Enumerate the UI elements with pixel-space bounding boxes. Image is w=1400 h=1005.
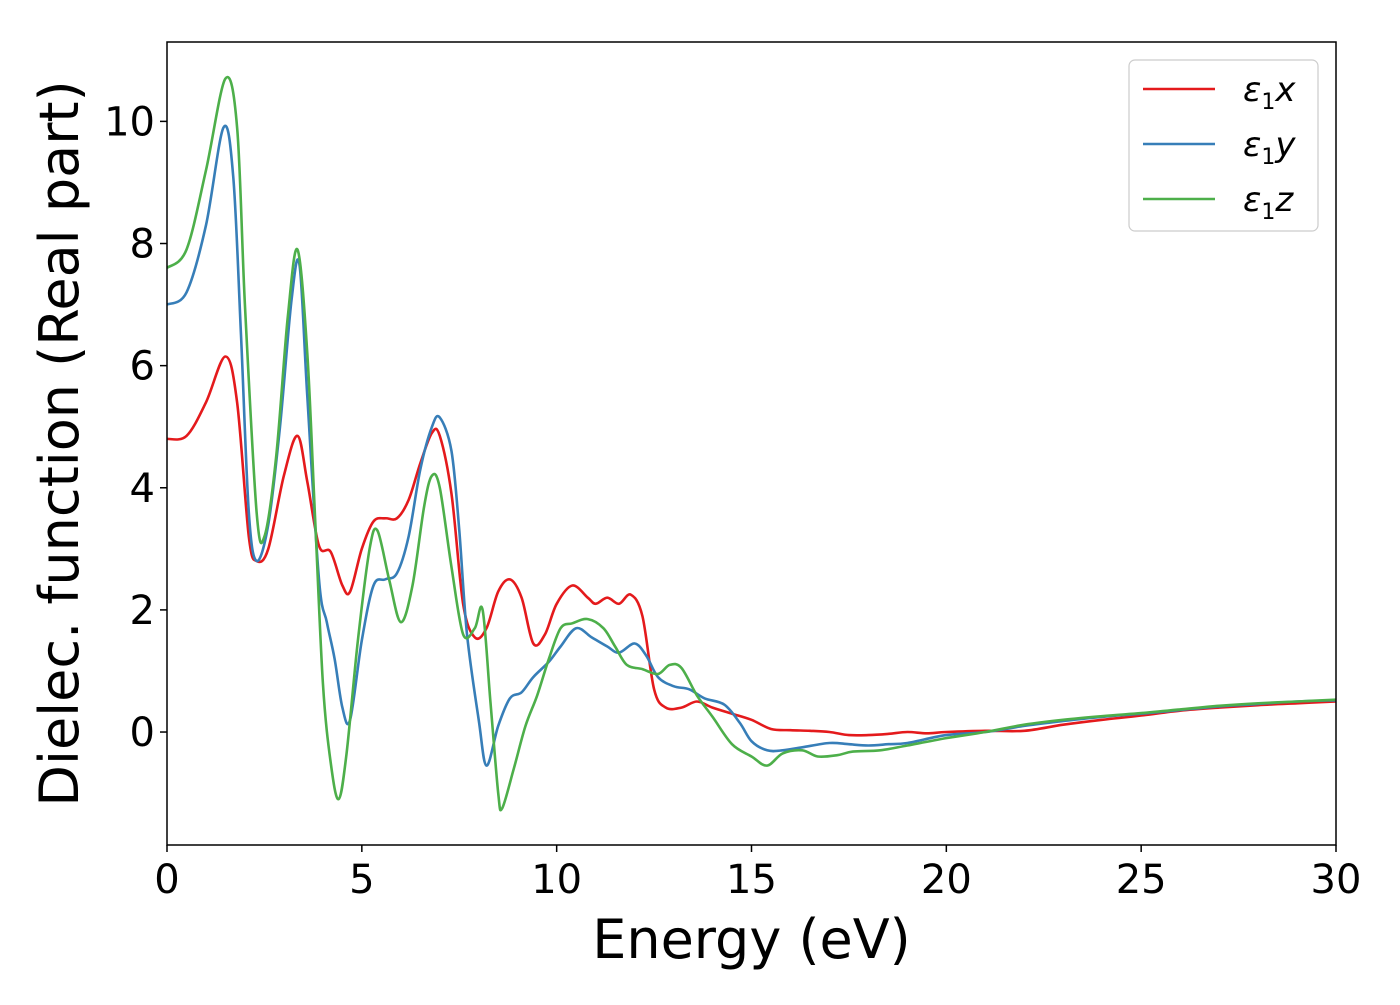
legend: ε1x ε1y ε1z <box>1128 59 1319 232</box>
series-line-1 <box>167 355 1336 737</box>
y-tick-label: 0 <box>130 710 155 756</box>
x-axis: 0 5 10 15 20 25 30 <box>154 845 1361 903</box>
legend-box <box>1128 59 1319 232</box>
series-line-3 <box>167 75 1336 812</box>
x-axis-label: Energy (eV) <box>592 908 911 971</box>
x-tick-label: 25 <box>1116 857 1167 903</box>
x-tick-label: 30 <box>1311 857 1362 903</box>
y-axis-label: Dielec. function (Real part) <box>28 80 91 806</box>
series-layer <box>167 75 1336 812</box>
legend-label-1: ε1x <box>1243 70 1296 115</box>
y-tick-label: 2 <box>130 588 155 634</box>
x-tick-label: 20 <box>921 857 972 903</box>
y-tick-label: 6 <box>130 344 155 390</box>
x-tick-label: 5 <box>349 857 374 903</box>
x-tick-label: 0 <box>154 857 179 903</box>
x-tick-label: 10 <box>531 857 582 903</box>
y-axis: 0 2 4 6 8 10 <box>104 99 167 756</box>
series-line-2 <box>167 124 1336 767</box>
legend-label-3: ε1z <box>1243 180 1294 225</box>
y-tick-label: 8 <box>130 222 155 268</box>
y-tick-label: 4 <box>130 466 155 512</box>
legend-label-2: ε1y <box>1243 125 1296 170</box>
y-tick-label: 10 <box>104 99 155 145</box>
x-tick-label: 15 <box>726 857 777 903</box>
